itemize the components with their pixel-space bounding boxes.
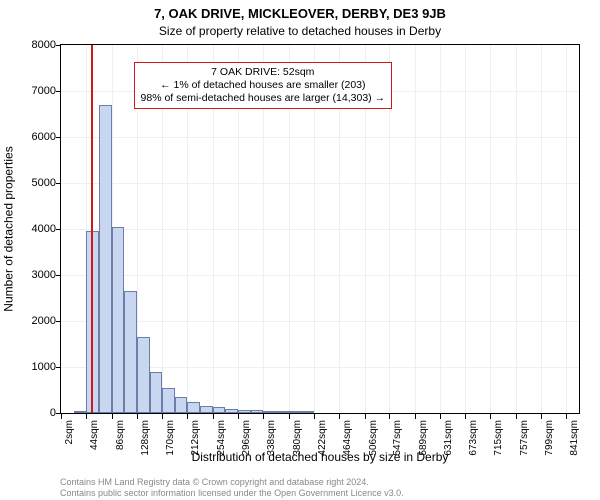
histogram-bar <box>175 397 188 413</box>
ytick-label: 3000 <box>16 269 56 281</box>
property-size-histogram: 7, OAK DRIVE, MICKLEOVER, DERBY, DE3 9JB… <box>0 0 600 500</box>
gridline-v <box>465 45 466 413</box>
gridline-h <box>61 183 579 184</box>
ytick-mark <box>56 321 61 322</box>
y-axis-label: Number of detached properties <box>2 44 16 414</box>
xtick-mark <box>490 414 491 419</box>
ytick-mark <box>56 137 61 138</box>
ytick-mark <box>56 367 61 368</box>
ytick-label: 2000 <box>16 315 56 327</box>
attribution-footer: Contains HM Land Registry data © Crown c… <box>60 477 590 498</box>
xtick-mark <box>289 414 290 419</box>
ytick-mark <box>56 275 61 276</box>
xtick-mark <box>339 414 340 419</box>
xtick-mark <box>61 414 62 419</box>
ytick-label: 4000 <box>16 223 56 235</box>
xtick-mark <box>465 414 466 419</box>
ytick-label: 8000 <box>16 39 56 51</box>
xtick-mark <box>137 414 138 419</box>
ytick-label: 6000 <box>16 131 56 143</box>
xtick-mark <box>365 414 366 419</box>
ytick-mark <box>56 229 61 230</box>
annotation-line-2: ← 1% of detached houses are smaller (203… <box>141 79 386 92</box>
xtick-mark <box>566 414 567 419</box>
xtick-mark <box>389 414 390 419</box>
gridline-h <box>61 229 579 230</box>
xtick-mark <box>415 414 416 419</box>
annotation-line-1: 7 OAK DRIVE: 52sqm <box>141 66 386 79</box>
footer-line-1: Contains HM Land Registry data © Crown c… <box>60 477 590 487</box>
histogram-bar <box>137 337 150 413</box>
histogram-bar <box>124 291 137 413</box>
histogram-bar <box>238 410 251 413</box>
annotation-callout: 7 OAK DRIVE: 52sqm← 1% of detached house… <box>134 62 393 109</box>
footer-line-2: Contains public sector information licen… <box>60 488 590 498</box>
histogram-bar <box>225 409 238 413</box>
histogram-bar <box>150 372 163 413</box>
xtick-mark <box>314 414 315 419</box>
xtick-mark <box>238 414 239 419</box>
annotation-line-3: 98% of semi-detached houses are larger (… <box>141 92 386 105</box>
xtick-mark <box>162 414 163 419</box>
histogram-bar <box>200 406 213 413</box>
gridline-h <box>61 321 579 322</box>
xtick-mark <box>440 414 441 419</box>
histogram-bar <box>112 227 125 413</box>
histogram-bar <box>187 402 200 413</box>
ytick-mark <box>56 183 61 184</box>
xtick-mark <box>263 414 264 419</box>
ytick-mark <box>56 45 61 46</box>
histogram-bar <box>213 407 226 413</box>
histogram-bar <box>251 410 264 413</box>
xtick-mark <box>516 414 517 419</box>
histogram-bar <box>289 411 302 413</box>
xtick-mark <box>86 414 87 419</box>
histogram-bar <box>301 411 314 413</box>
gridline-v <box>541 45 542 413</box>
property-marker-line <box>91 45 93 413</box>
xtick-mark <box>213 414 214 419</box>
gridline-v <box>516 45 517 413</box>
ytick-mark <box>56 91 61 92</box>
ytick-label: 5000 <box>16 177 56 189</box>
gridline-v <box>440 45 441 413</box>
histogram-bar <box>99 105 112 413</box>
ytick-label: 7000 <box>16 85 56 97</box>
xtick-mark <box>112 414 113 419</box>
xtick-mark <box>541 414 542 419</box>
gridline-v <box>415 45 416 413</box>
histogram-bar <box>74 411 87 413</box>
x-axis-label: Distribution of detached houses by size … <box>60 450 580 464</box>
gridline-h <box>61 137 579 138</box>
histogram-bar <box>276 411 289 413</box>
chart-title-address: 7, OAK DRIVE, MICKLEOVER, DERBY, DE3 9JB <box>0 6 600 21</box>
plot-area: 7 OAK DRIVE: 52sqm← 1% of detached house… <box>60 44 580 414</box>
xtick-mark <box>187 414 188 419</box>
histogram-bar <box>162 388 175 413</box>
ytick-label: 1000 <box>16 361 56 373</box>
gridline-h <box>61 275 579 276</box>
chart-subtitle: Size of property relative to detached ho… <box>0 24 600 38</box>
histogram-bar <box>263 411 276 413</box>
gridline-v <box>490 45 491 413</box>
gridline-v <box>566 45 567 413</box>
ytick-label: 0 <box>16 407 56 419</box>
